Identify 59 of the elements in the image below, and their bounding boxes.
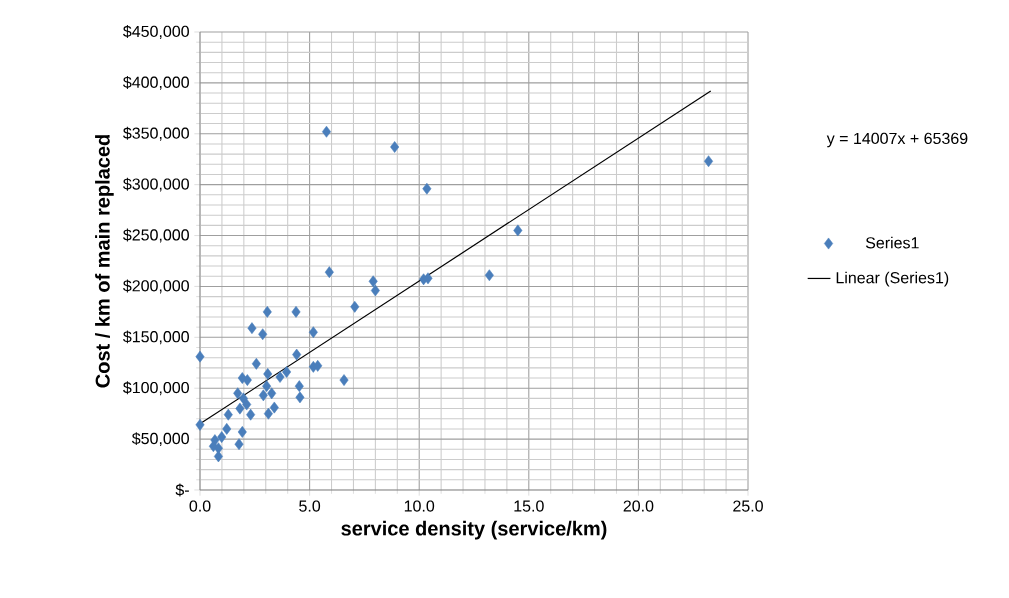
text: y = 14007x + 65369 (826, 132, 968, 148)
point (390, 141, 400, 153)
point (262, 380, 272, 393)
y-tick-label: $450,000 (123, 25, 189, 39)
x-tick-label: 0.0 (189, 500, 211, 512)
legend-label: Linear (Series1) (836, 271, 949, 287)
x-tick-label: 15.0 (514, 500, 544, 512)
point (269, 401, 279, 414)
y-tick-label: $400,000 (123, 75, 189, 90)
point (295, 391, 305, 404)
point (324, 266, 334, 279)
point (195, 350, 205, 363)
point (247, 322, 257, 335)
point (292, 348, 302, 361)
point (422, 182, 432, 195)
point (237, 426, 247, 438)
point (235, 402, 245, 415)
point (258, 389, 268, 402)
y-axis-title: Cost / km of main replaced (95, 135, 114, 388)
y-tick-label: $200,000 (123, 279, 189, 294)
point (339, 374, 349, 386)
point (267, 387, 277, 400)
y-tick-label: $250,000 (123, 228, 189, 243)
point (222, 423, 232, 435)
point (242, 398, 252, 411)
point (251, 357, 261, 370)
point (275, 371, 285, 383)
x-tick-label: 20.0 (623, 500, 654, 512)
point (246, 408, 256, 421)
point (258, 328, 268, 341)
x-tick-label: 5.0 (299, 500, 321, 512)
point (368, 275, 378, 288)
point (513, 224, 523, 237)
point (704, 155, 714, 168)
point (294, 380, 304, 393)
point (195, 418, 205, 431)
point (484, 269, 494, 282)
y-tick-label: $150,000 (123, 330, 189, 345)
point (282, 366, 292, 378)
legend-label: Series1 (865, 236, 919, 249)
x-tick-label: 25.0 (733, 500, 763, 512)
point (233, 387, 243, 400)
y-tick-label: $- (175, 483, 189, 497)
point (263, 368, 273, 380)
point (262, 306, 272, 318)
point (370, 284, 380, 297)
y-tick-label: $300,000 (123, 177, 189, 192)
point (234, 438, 244, 451)
point (217, 431, 227, 443)
y-tick-label: $50,000 (131, 432, 189, 447)
point (291, 306, 301, 318)
point (263, 407, 273, 420)
x-axis-title: service density (service/km) (341, 520, 607, 540)
y-tick-label: $100,000 (123, 381, 189, 396)
point (223, 408, 233, 421)
point (308, 326, 318, 339)
point (350, 300, 360, 313)
x-tick-label: 10.0 (404, 500, 435, 512)
y-tick-label: $350,000 (123, 126, 189, 141)
